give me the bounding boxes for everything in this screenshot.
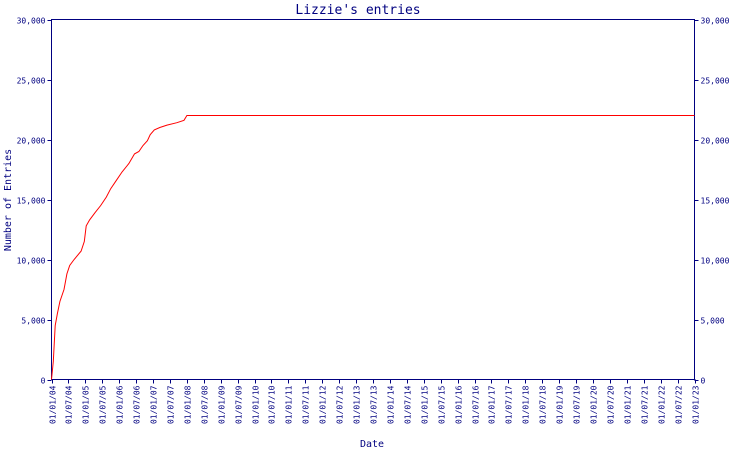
y-axis-left: 0 5,000 10,000 15,000 20,000 25,000 30,000 [17, 17, 52, 386]
x-tick-label: 01/01/08 [184, 385, 193, 424]
x-tick-label: 01/01/18 [522, 385, 531, 424]
x-tick-label: 01/01/15 [421, 385, 430, 424]
x-tick-label: 01/07/12 [336, 385, 345, 424]
y-tick-label-left: 0 [41, 377, 46, 386]
x-tick-label: 01/07/15 [438, 385, 447, 424]
x-tick-label: 01/01/14 [387, 385, 396, 424]
y-tick-label-right: 5,000 [701, 317, 725, 326]
x-tick-label: 01/07/08 [201, 385, 210, 424]
y-tick-label-right: 0 [701, 377, 706, 386]
x-tick-label: 01/01/07 [150, 385, 159, 424]
chart-title: Lizzie's entries [295, 3, 420, 18]
x-tick-label: 01/01/21 [624, 385, 633, 424]
x-tick-label: 01/07/19 [573, 385, 582, 424]
x-axis: 01/01/04 01/07/04 01/01/05 01/07/05 01/01/06… [49, 379, 701, 424]
x-tick-label: 01/01/12 [319, 385, 328, 424]
x-tick-label: 01/07/06 [133, 385, 142, 424]
x-tick-label: 01/07/20 [607, 385, 616, 424]
x-tick-label: 01/01/17 [488, 385, 497, 424]
x-tick-label: 01/07/14 [404, 385, 413, 424]
y-tick-label-left: 5,000 [21, 317, 45, 326]
x-tick-label: 01/07/11 [302, 385, 311, 424]
y-tick-label-right: 25,000 [701, 77, 730, 86]
x-tick-label: 01/01/05 [82, 385, 91, 424]
x-tick-label: 01/01/22 [658, 385, 667, 424]
x-tick-label: 01/07/09 [235, 385, 244, 424]
x-tick-label: 01/01/13 [353, 385, 362, 424]
x-tick-label: 01/07/17 [505, 385, 514, 424]
x-axis-label: Date [360, 439, 384, 450]
x-tick-label: 01/01/06 [116, 385, 125, 424]
y-tick-label-right: 15,000 [701, 197, 730, 206]
x-tick-label: 01/01/10 [252, 385, 261, 424]
plot-frame [51, 19, 695, 380]
x-tick-label: 01/07/22 [675, 385, 684, 424]
x-tick-label: 01/01/19 [556, 385, 565, 424]
y-tick-label-left: 15,000 [17, 197, 46, 206]
y-tick-label-left: 25,000 [17, 77, 46, 86]
x-tick-label: 01/07/07 [167, 385, 176, 424]
y-axis-label: Number of Entries [3, 149, 14, 251]
x-tick-label: 01/07/16 [472, 385, 481, 424]
y-axis-right: 0 5,000 10,000 15,000 20,000 25,000 30,000 [694, 17, 730, 386]
x-tick-label: 01/01/09 [218, 385, 227, 424]
x-tick-label: 01/07/13 [370, 385, 379, 424]
y-tick-label-left: 10,000 [17, 257, 46, 266]
x-tick-label: 01/01/23 [692, 385, 701, 424]
x-tick-label: 01/07/10 [268, 385, 277, 424]
y-tick-label-right: 10,000 [701, 257, 730, 266]
y-tick-label-left: 30,000 [17, 17, 46, 26]
x-tick-label: 01/07/05 [99, 385, 108, 424]
x-tick-label: 01/07/18 [539, 385, 548, 424]
y-tick-label-right: 30,000 [701, 17, 730, 26]
x-tick-label: 01/01/20 [590, 385, 599, 424]
y-tick-label-right: 20,000 [701, 137, 730, 146]
x-tick-label: 01/01/04 [49, 385, 58, 424]
entries-series-line [51, 115, 695, 380]
y-tick-label-left: 20,000 [17, 137, 46, 146]
x-tick-label: 01/01/16 [455, 385, 464, 424]
x-tick-label: 01/07/21 [641, 385, 650, 424]
x-tick-label: 01/01/11 [285, 385, 294, 424]
x-tick-label: 01/07/04 [65, 385, 74, 424]
